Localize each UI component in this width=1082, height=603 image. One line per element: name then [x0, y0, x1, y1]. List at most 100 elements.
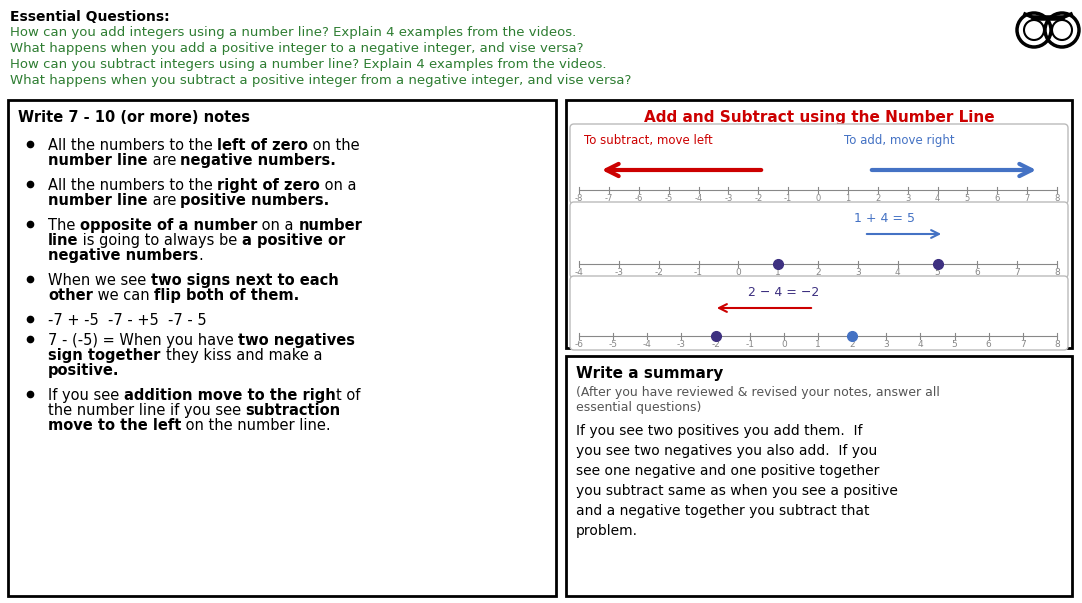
Text: 7: 7 — [1014, 268, 1020, 277]
Text: a positive or: a positive or — [242, 233, 345, 248]
Text: 3: 3 — [855, 268, 860, 277]
Text: opposite of a number: opposite of a number — [80, 218, 258, 233]
Text: 0: 0 — [816, 194, 820, 203]
Text: move to the left: move to the left — [48, 418, 182, 433]
Text: How can you subtract integers using a number line? Explain 4 examples from the v: How can you subtract integers using a nu… — [10, 58, 607, 71]
Text: 4: 4 — [895, 268, 900, 277]
Text: The: The — [48, 218, 80, 233]
Text: 0: 0 — [781, 340, 787, 349]
Text: 1: 1 — [776, 268, 781, 277]
FancyBboxPatch shape — [570, 124, 1068, 204]
Text: 8: 8 — [1054, 194, 1059, 203]
Text: -1: -1 — [784, 194, 792, 203]
Text: other: other — [48, 288, 93, 303]
Text: 4: 4 — [918, 340, 923, 349]
Text: All the numbers to the: All the numbers to the — [48, 138, 217, 153]
FancyBboxPatch shape — [566, 356, 1072, 596]
FancyBboxPatch shape — [566, 100, 1072, 348]
Text: -7 + -5  -7 - +5  -7 - 5: -7 + -5 -7 - +5 -7 - 5 — [48, 313, 207, 328]
Text: 3: 3 — [905, 194, 910, 203]
Text: 8: 8 — [1054, 268, 1060, 277]
Text: 2 − 4 = −2: 2 − 4 = −2 — [749, 286, 820, 299]
Text: 5: 5 — [952, 340, 958, 349]
Text: 1 + 4 = 5: 1 + 4 = 5 — [854, 212, 914, 225]
Text: -5: -5 — [609, 340, 618, 349]
Text: 8: 8 — [1054, 340, 1060, 349]
Text: -2: -2 — [754, 194, 763, 203]
Text: on the: on the — [308, 138, 360, 153]
Text: 5: 5 — [935, 268, 940, 277]
Text: sign together: sign together — [48, 348, 166, 363]
Text: two negatives: two negatives — [238, 333, 355, 348]
Text: negative numbers: negative numbers — [48, 248, 198, 263]
Text: -4: -4 — [575, 268, 583, 277]
Text: -1: -1 — [694, 268, 703, 277]
Text: line: line — [48, 233, 79, 248]
Text: number: number — [299, 218, 362, 233]
Text: (After you have reviewed & revised your notes, answer all
essential questions): (After you have reviewed & revised your … — [576, 386, 940, 414]
Text: -1: -1 — [745, 340, 754, 349]
FancyBboxPatch shape — [8, 100, 556, 596]
Text: Write a summary: Write a summary — [576, 366, 724, 381]
Text: on the number line.: on the number line. — [182, 418, 331, 433]
Text: 4: 4 — [935, 194, 940, 203]
Text: number line: number line — [48, 153, 147, 168]
Text: 6: 6 — [975, 268, 980, 277]
Text: 3: 3 — [883, 340, 889, 349]
Text: How can you add integers using a number line? Explain 4 examples from the videos: How can you add integers using a number … — [10, 26, 577, 39]
Text: t of: t of — [335, 388, 360, 403]
Text: What happens when you subtract a positive integer from a negative integer, and v: What happens when you subtract a positiv… — [10, 74, 632, 87]
FancyBboxPatch shape — [570, 202, 1068, 278]
Text: 2: 2 — [815, 268, 821, 277]
Text: -7: -7 — [605, 194, 613, 203]
Text: right of zero: right of zero — [217, 178, 320, 193]
Text: .: . — [198, 248, 203, 263]
Text: 1: 1 — [845, 194, 850, 203]
Text: 0: 0 — [736, 268, 741, 277]
Text: subtraction: subtraction — [246, 403, 341, 418]
Text: 2: 2 — [875, 194, 881, 203]
Text: To add, move right: To add, move right — [844, 134, 954, 147]
Text: 6: 6 — [994, 194, 1000, 203]
Text: positive.: positive. — [48, 363, 119, 378]
Text: 7: 7 — [1025, 194, 1030, 203]
Text: are: are — [147, 153, 181, 168]
Text: If you see two positives you add them.  If
you see two negatives you also add.  : If you see two positives you add them. I… — [576, 424, 898, 538]
Text: the number line if you see: the number line if you see — [48, 403, 246, 418]
Text: Add and Subtract using the Number Line: Add and Subtract using the Number Line — [644, 110, 994, 125]
Text: positive numbers.: positive numbers. — [181, 193, 330, 208]
Text: are: are — [147, 193, 181, 208]
Text: When we see: When we see — [48, 273, 150, 288]
Text: -2: -2 — [711, 340, 720, 349]
Text: Essential Questions:: Essential Questions: — [10, 10, 170, 24]
Text: they kiss and make a: they kiss and make a — [166, 348, 322, 363]
Text: If you see: If you see — [48, 388, 123, 403]
Text: number line: number line — [48, 193, 147, 208]
Text: 2: 2 — [849, 340, 855, 349]
Text: on a: on a — [320, 178, 357, 193]
Text: -4: -4 — [643, 340, 651, 349]
Text: -3: -3 — [615, 268, 623, 277]
Text: two signs next to each: two signs next to each — [150, 273, 339, 288]
Text: -6: -6 — [634, 194, 643, 203]
Text: 6: 6 — [986, 340, 991, 349]
Text: 7 - (-5) = When you have: 7 - (-5) = When you have — [48, 333, 238, 348]
Text: 7: 7 — [1020, 340, 1026, 349]
Text: All the numbers to the: All the numbers to the — [48, 178, 217, 193]
Text: What happens when you add a positive integer to a negative integer, and vise ver: What happens when you add a positive int… — [10, 42, 583, 55]
Text: -2: -2 — [655, 268, 663, 277]
Text: Write 7 - 10 (or more) notes: Write 7 - 10 (or more) notes — [18, 110, 250, 125]
Text: -5: -5 — [664, 194, 673, 203]
Text: -8: -8 — [575, 194, 583, 203]
Text: -6: -6 — [575, 340, 583, 349]
Text: 1: 1 — [815, 340, 821, 349]
Text: -3: -3 — [724, 194, 733, 203]
Text: left of zero: left of zero — [217, 138, 308, 153]
FancyBboxPatch shape — [570, 276, 1068, 350]
Text: -3: -3 — [677, 340, 686, 349]
Text: -4: -4 — [695, 194, 702, 203]
Text: negative numbers.: negative numbers. — [181, 153, 337, 168]
Text: To subtract, move left: To subtract, move left — [584, 134, 713, 147]
Text: 5: 5 — [965, 194, 969, 203]
Text: we can: we can — [93, 288, 154, 303]
